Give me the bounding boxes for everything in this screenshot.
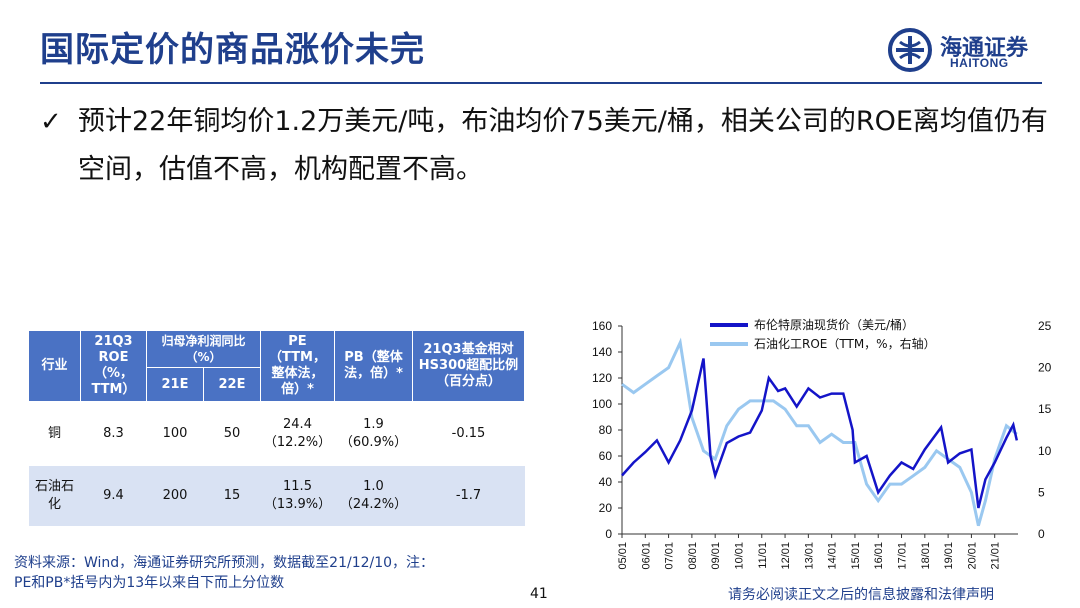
cell-fund: -1.7 xyxy=(412,465,525,526)
cell-22e: 15 xyxy=(203,465,261,526)
header-industry: 行业 xyxy=(28,330,81,402)
x-tick-label: 08/01 xyxy=(687,542,699,570)
right-tick-label: 15 xyxy=(1038,402,1052,416)
cell-21e: 200 xyxy=(146,465,204,526)
table-row: 铜 8.3 100 50 24.4 （12.2%） 1.9 （60.9%） -0.1… xyxy=(28,401,525,466)
left-tick-label: 160 xyxy=(592,319,612,333)
x-tick-label: 15/01 xyxy=(850,542,862,570)
key-point-text: 预计22年铜均价1.2万美元/吨，布油均价75美元/桶，相关公司的ROE离均值仍… xyxy=(78,106,1048,185)
pe-value: 24.4 xyxy=(283,416,312,432)
header-pe: PE（TTM，整体法，倍）* xyxy=(260,330,335,402)
header-roe: 21Q3 ROE（%，TTM） xyxy=(80,330,147,402)
pe-value: 11.5 xyxy=(283,478,312,494)
right-tick-label: 10 xyxy=(1038,444,1052,458)
header-pb: PB（整体法，倍）* xyxy=(334,330,413,402)
haitong-logo-icon xyxy=(888,28,932,72)
pe-percentile: （13.9%） xyxy=(263,496,332,512)
pb-value: 1.0 xyxy=(363,478,384,494)
right-tick-label: 5 xyxy=(1038,485,1045,499)
left-tick-label: 120 xyxy=(592,371,612,385)
x-tick-label: 09/01 xyxy=(710,542,722,570)
x-tick-label: 05/01 xyxy=(617,542,629,570)
right-tick-label: 0 xyxy=(1038,527,1045,541)
left-tick-label: 80 xyxy=(599,423,613,437)
legend-label-brent: 布伦特原油现货价（美元/桶） xyxy=(754,317,914,332)
table-row: 石油石化 9.4 200 15 11.5 （13.9%） 1.0 （24.2%） -… xyxy=(28,465,525,526)
cell-roe: 9.4 xyxy=(80,465,147,526)
pe-percentile: （12.2%） xyxy=(263,434,332,450)
left-tick-label: 20 xyxy=(599,501,613,515)
series-line-brent xyxy=(621,358,1019,509)
cell-pb: 1.0 （24.2%） xyxy=(334,465,413,526)
x-tick-label: 10/01 xyxy=(733,542,745,570)
header-21e: 21E xyxy=(146,367,204,402)
x-tick-label: 21/01 xyxy=(990,542,1002,570)
legend-label-roe: 石油化工ROE（TTM，%，右轴） xyxy=(754,336,936,351)
source-note: 资料来源：Wind，海通证券研究所预测，数据截至21/12/10，注： PE和P… xyxy=(14,553,434,593)
pb-percentile: （60.9%） xyxy=(339,434,408,450)
header-22e: 22E xyxy=(203,367,261,402)
x-tick-label: 13/01 xyxy=(803,542,815,570)
x-tick-label: 12/01 xyxy=(780,542,792,570)
logo-cn-text: 海通证券 xyxy=(940,35,1029,61)
source-line-2: PE和PB*括号内为13年以来自下而上分位数 xyxy=(14,575,285,591)
right-tick-label: 25 xyxy=(1038,319,1052,333)
page-number: 41 xyxy=(530,586,548,602)
x-tick-label: 20/01 xyxy=(966,542,978,570)
pb-percentile: （24.2%） xyxy=(339,496,408,512)
cell-industry: 石油石化 xyxy=(28,465,81,526)
series-line-roe xyxy=(621,337,1018,527)
header-fund: 21Q3基金相对HS300超配比例（百分点） xyxy=(412,330,525,402)
cell-roe: 8.3 xyxy=(80,401,147,466)
x-tick-label: 11/01 xyxy=(757,542,769,569)
right-tick-label: 20 xyxy=(1038,361,1052,375)
oil-roe-chart: 0 20 40 60 80 100 120 140 160 0 5 10 15 20 25 05/01 06/0… xyxy=(592,317,1052,570)
left-tick-label: 40 xyxy=(599,475,613,489)
x-tick-label: 17/01 xyxy=(897,542,909,570)
x-tick-label: 16/01 xyxy=(873,542,885,570)
page-title: 国际定价的商品涨价未完 xyxy=(40,30,425,70)
x-tick-label: 06/01 xyxy=(640,542,652,570)
left-tick-label: 140 xyxy=(592,345,612,359)
cell-21e: 100 xyxy=(146,401,204,466)
header-divider xyxy=(40,82,1042,84)
cell-pb: 1.9 （60.9%） xyxy=(334,401,413,466)
logo-en-text: HAITONG xyxy=(950,56,1009,70)
x-tick-label: 18/01 xyxy=(920,542,932,570)
pb-value: 1.9 xyxy=(363,416,384,432)
disclaimer: 请务必阅读正文之后的信息披露和法律声明 xyxy=(728,587,994,603)
left-tick-label: 100 xyxy=(592,397,612,411)
left-tick-label: 0 xyxy=(605,527,612,541)
x-tick-label: 19/01 xyxy=(943,542,955,570)
haitong-logo: 海通证券 HAITONG xyxy=(888,28,1048,76)
valuation-table: 行业 21Q3 ROE（%，TTM） 归母净利润同比（%） PE（TTM，整体法… xyxy=(28,330,525,526)
cell-pe: 24.4 （12.2%） xyxy=(260,401,335,466)
cell-22e: 50 xyxy=(203,401,261,466)
left-tick-label: 60 xyxy=(599,449,613,463)
header-profit-growth: 归母净利润同比（%） xyxy=(146,330,261,368)
x-tick-label: 07/01 xyxy=(664,542,676,570)
source-line-1: 资料来源：Wind，海通证券研究所预测，数据截至21/12/10，注： xyxy=(14,555,435,571)
cell-fund: -0.15 xyxy=(412,401,525,466)
cell-industry: 铜 xyxy=(28,401,81,466)
x-tick-label: 14/01 xyxy=(827,542,839,570)
cell-pe: 11.5 （13.9%） xyxy=(260,465,335,526)
key-point: ✓ 预计22年铜均价1.2万美元/吨，布油均价75美元/桶，相关公司的ROE离均… xyxy=(40,98,1050,194)
check-icon: ✓ xyxy=(40,107,62,137)
